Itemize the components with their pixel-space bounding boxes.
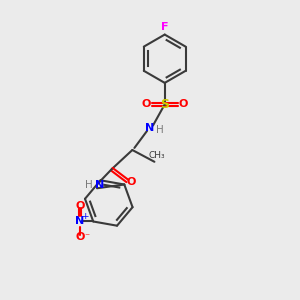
Text: F: F [161, 22, 169, 32]
Text: O: O [142, 99, 151, 110]
Text: H: H [156, 125, 164, 135]
Text: O: O [126, 177, 136, 188]
Text: ⁻: ⁻ [85, 232, 90, 242]
Text: H: H [85, 180, 93, 190]
Text: N: N [95, 180, 104, 190]
Text: O: O [75, 232, 85, 242]
Text: S: S [160, 98, 169, 111]
Text: O: O [75, 201, 85, 211]
Text: CH₃: CH₃ [148, 151, 165, 160]
Text: +: + [82, 212, 89, 221]
Text: N: N [145, 123, 154, 133]
Text: O: O [178, 99, 188, 110]
Text: N: N [75, 217, 85, 226]
